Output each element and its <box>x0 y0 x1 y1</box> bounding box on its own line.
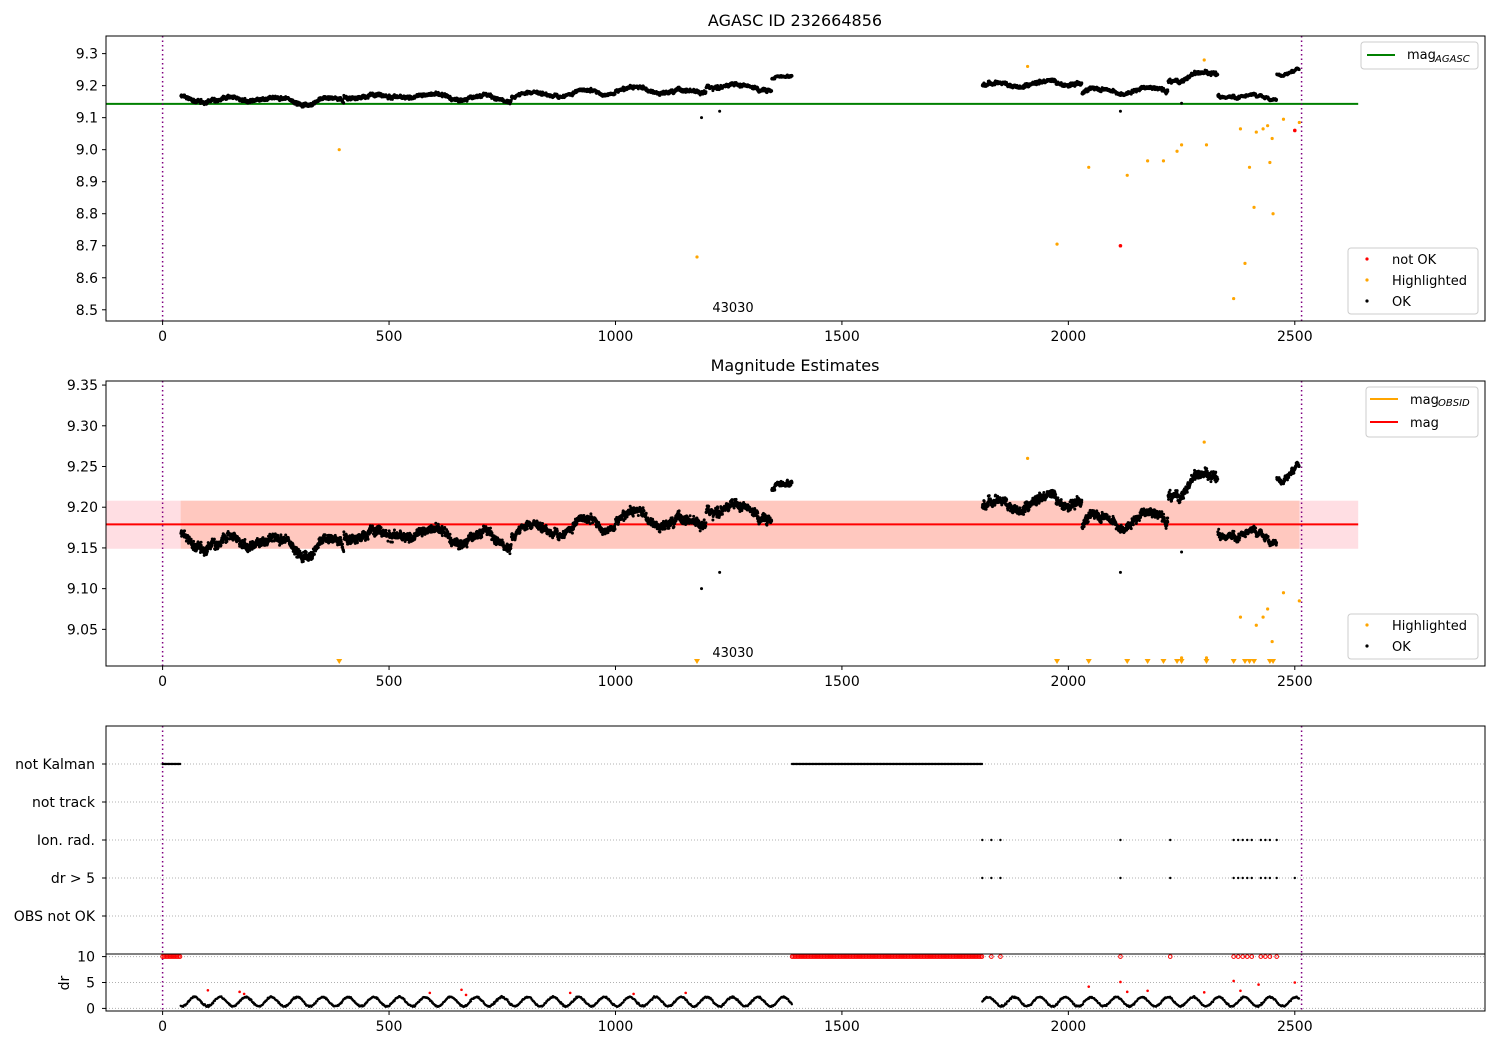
x-tick-label: 2000 <box>1051 329 1087 345</box>
highlighted-point <box>1252 205 1256 209</box>
highlighted-point <box>1161 159 1166 163</box>
ok-point <box>243 538 247 542</box>
highlighted-point <box>1175 149 1179 153</box>
y-tick-label: 8.5 <box>76 303 98 319</box>
panel1-y-ticks: 8.5 8.6 8.7 8.8 8.9 9.0 9.1 9.2 9.3 <box>76 47 106 319</box>
highlighted-point <box>1025 64 1030 69</box>
y-tick-label: 8.8 <box>76 207 98 223</box>
ok-point <box>718 109 722 113</box>
ok-point <box>199 540 203 544</box>
highlighted-point <box>1261 127 1265 131</box>
highlighted-point <box>1179 143 1184 147</box>
ok-point <box>1080 81 1084 85</box>
panel1-data-layer <box>106 36 1359 321</box>
ok-point <box>212 537 216 541</box>
ok-point <box>221 540 225 544</box>
highlighted-point <box>1270 136 1274 141</box>
x-tick-label: 1500 <box>824 329 860 345</box>
panel1-legend-points: not OK Highlighted OK <box>1347 247 1479 315</box>
y-tick-label: 9.3 <box>76 47 98 63</box>
legend-highlighted: Highlighted <box>1392 274 1467 289</box>
legend-ok: OK <box>1392 295 1411 310</box>
ok-point <box>342 101 346 105</box>
ok-point <box>219 543 223 547</box>
highlighted-point <box>1254 130 1258 134</box>
highlighted-point <box>1247 165 1252 169</box>
panel1-annotation: 43030 <box>712 301 753 316</box>
highlighted-point <box>1055 242 1059 246</box>
panel2-data-layer <box>106 381 1359 666</box>
ok-point <box>1180 101 1184 105</box>
ok-point <box>192 539 196 543</box>
y-tick-label: 8.9 <box>76 175 98 191</box>
panel2-title: Magnitude Estimates <box>711 356 880 375</box>
panel1-x-ticks: 0 500 1000 1500 2000 2500 <box>158 321 1313 345</box>
ok-point <box>770 89 774 93</box>
y-tick-label: 9.2 <box>76 79 98 95</box>
highlighted-point <box>1238 127 1243 131</box>
highlighted-point <box>1202 58 1206 62</box>
ok-point <box>189 537 193 541</box>
x-tick-label: 500 <box>376 329 403 345</box>
panel1-legend-line: mag AGASC <box>1360 41 1479 70</box>
ok-point <box>1297 68 1301 72</box>
highlighted-point <box>1281 117 1286 121</box>
highlighted-point <box>337 148 341 152</box>
legend-mag-agasc-subscript: AGASC <box>1434 54 1470 65</box>
ok-point <box>183 529 187 533</box>
not-ok-point <box>1118 243 1123 248</box>
x-tick-label: 2500 <box>1277 329 1313 345</box>
legend-not-ok: not OK <box>1392 253 1437 268</box>
y-tick-label: 8.7 <box>76 239 98 255</box>
highlighted-point <box>1243 261 1247 265</box>
highlighted-point <box>1125 173 1129 177</box>
highlighted-point <box>1268 160 1272 165</box>
x-tick-label: 1000 <box>598 329 634 345</box>
ok-point <box>700 116 704 120</box>
y-tick-label: 8.6 <box>76 271 98 287</box>
highlighted-point <box>1297 120 1301 125</box>
highlighted-point <box>1146 159 1150 163</box>
highlighted-point <box>695 255 699 259</box>
y-tick-label: 9.1 <box>76 111 98 127</box>
ok-point <box>790 74 794 78</box>
y-tick-label: 9.0 <box>76 143 98 159</box>
highlighted-point <box>1204 143 1209 147</box>
highlighted-point <box>1232 296 1236 301</box>
panel1-axes-frame <box>105 35 1486 322</box>
agasc-magnitude-panel: AGASC ID 232664856 0 500 1000 1500 2000 2500 … <box>76 11 1486 345</box>
ok-point <box>704 90 708 94</box>
ok-point <box>1275 98 1279 102</box>
highlighted-point <box>1087 165 1091 169</box>
x-tick-label: 0 <box>158 329 167 345</box>
highlighted-point <box>1266 124 1270 128</box>
legend-mag-agasc-label: mag <box>1407 48 1436 63</box>
magnitude-estimates-panel: Magnitude Estimates 0 500 1000 1500 2000 2500… <box>67 356 1486 690</box>
panel1-title: AGASC ID 232664856 <box>708 11 882 30</box>
ok-point <box>1118 109 1122 113</box>
ok-point <box>1166 89 1170 93</box>
highlighted-point <box>1271 212 1275 216</box>
not-ok-point <box>1292 128 1297 133</box>
ok-point <box>1216 73 1220 77</box>
